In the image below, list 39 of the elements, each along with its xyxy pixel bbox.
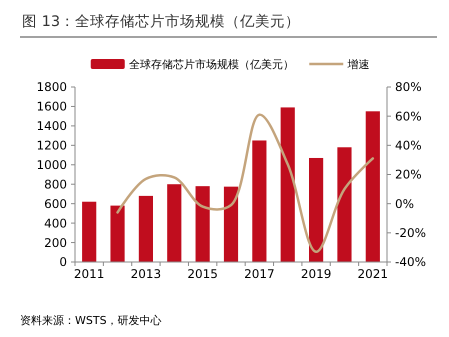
- y-tick-label: 800: [44, 177, 67, 192]
- legend-label: 增速: [346, 58, 370, 71]
- x-tick-label: 2021: [358, 267, 388, 281]
- x-tick-label: 2017: [244, 267, 275, 281]
- y-tick-label: 1000: [36, 158, 67, 172]
- bar: [337, 147, 352, 262]
- bar: [110, 206, 125, 262]
- y2-tick-label: -20%: [395, 226, 426, 240]
- y-tick-label: 1400: [36, 119, 67, 134]
- bar: [280, 107, 295, 262]
- y2-tick-label: 60%: [395, 109, 422, 124]
- y-tick-label: 1200: [36, 138, 67, 153]
- legend-label: 全球存储芯片市场规模（亿美元）: [128, 58, 294, 71]
- text: 资料来源：WSTS，研发中心: [20, 314, 162, 327]
- y2-tick-label: 20%: [395, 168, 422, 182]
- chart-title: 图 13：全球存储芯片市场规模（亿美元）: [22, 13, 300, 30]
- x-tick-label: 2015: [187, 267, 218, 281]
- x-tick-label: 2019: [300, 267, 332, 281]
- x-tick-label: 2011: [74, 267, 104, 281]
- y-tick-label: 1600: [36, 100, 67, 114]
- x-tick-label: 2013: [130, 267, 162, 281]
- y-tick-label: 0: [59, 255, 67, 270]
- line-series: [116, 113, 374, 254]
- y-tick-label: 1800: [36, 80, 67, 94]
- y2-tick-label: -40%: [395, 255, 426, 270]
- bar: [224, 186, 238, 262]
- y2-tick-label: 0%: [395, 196, 414, 211]
- y2-tick-label: 80%: [395, 80, 422, 94]
- bar: [82, 202, 96, 262]
- bar: [167, 184, 182, 262]
- bar: [252, 140, 266, 262]
- y-tick-label: 200: [44, 236, 67, 250]
- bar: [366, 111, 380, 262]
- bar: [196, 186, 210, 262]
- bar: [138, 196, 153, 262]
- y2-tick-label: 40%: [395, 138, 422, 153]
- bar: [309, 158, 324, 262]
- y-tick-label: 400: [44, 216, 67, 230]
- y-tick-label: 600: [44, 196, 67, 211]
